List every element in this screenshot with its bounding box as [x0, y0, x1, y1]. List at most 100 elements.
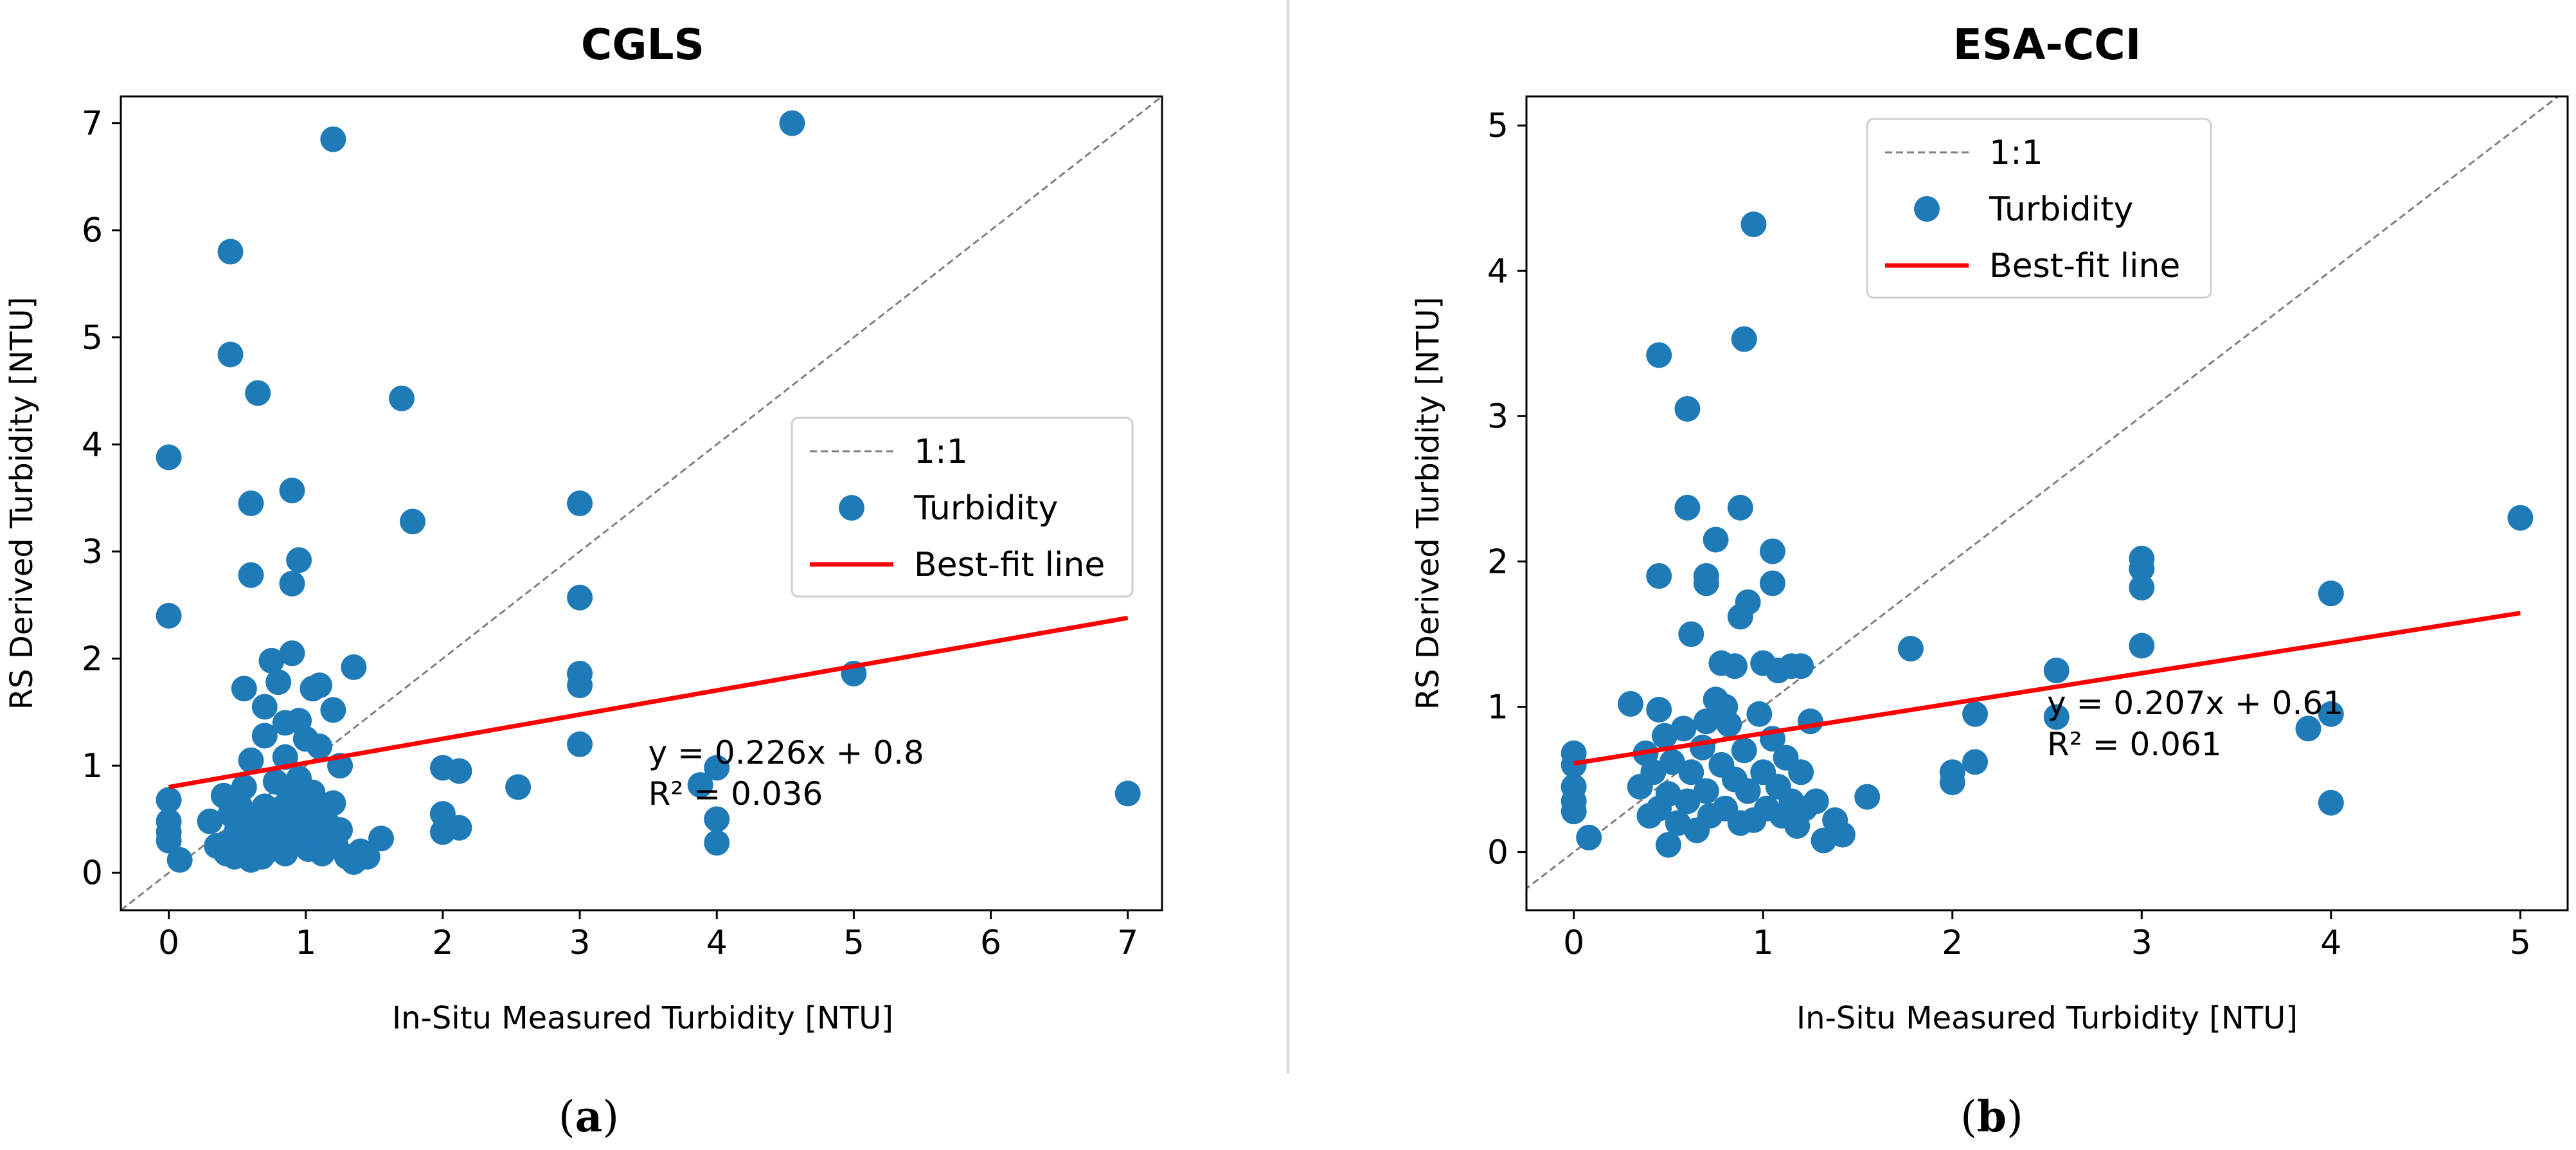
scatter-point [1678, 621, 1704, 647]
scatter-point [265, 669, 292, 696]
scatter-point [1561, 798, 1587, 825]
scatter-point [320, 790, 346, 816]
scatter-point [307, 672, 333, 699]
y-tick-label: 0 [82, 854, 103, 893]
x-tick-label: 2 [1942, 924, 1963, 962]
x-tick-label: 0 [158, 924, 179, 962]
scatter-point [2043, 704, 2070, 730]
legend: 1:1 Turbidity Best-fit line [1866, 118, 2212, 299]
scatter-point [1735, 778, 1761, 804]
x-tick-label: 0 [1563, 924, 1584, 962]
scatter-point [1703, 526, 1729, 553]
scatter-point [567, 490, 593, 516]
scatter-point [1674, 396, 1701, 422]
scatter-point [341, 654, 367, 680]
chart-title: CGLS [581, 20, 704, 69]
legend-label: Turbidity [913, 489, 1058, 528]
scatter-point [1646, 563, 1672, 589]
scatter-point [1114, 780, 1141, 807]
scatter-point [1740, 211, 1767, 237]
fit-equation: y = 0.226x + 0.8 [648, 734, 924, 771]
scatter-point [1561, 751, 1587, 778]
scatter-point [300, 779, 326, 805]
x-tick-label: 3 [2131, 924, 2152, 962]
scatter-point [258, 647, 285, 674]
scatter-point [166, 847, 193, 873]
scatter-point [505, 774, 532, 800]
y-tick-label: 6 [82, 211, 103, 250]
y-axis-label: RS Derived Turbidity [NTU] [4, 297, 40, 710]
scatter-point [1646, 697, 1672, 723]
scatter-point [368, 825, 394, 852]
scatter-point [779, 110, 805, 136]
legend-turbidity-swatch [839, 495, 864, 521]
scatter-point [1722, 653, 1748, 679]
chart-panel-b: ESA-CCI 0 1 2 3 4 5 0 1 2 3 4 5 In-Situ Measured Turb… [1410, 20, 2569, 1142]
scatter-point [156, 444, 182, 471]
scatter-point [156, 787, 182, 813]
scatter-point [1693, 570, 1719, 597]
fit-equation: y = 0.207x + 0.61 [2047, 685, 2343, 722]
scatter-point [217, 341, 244, 368]
x-tick-label: 4 [2320, 924, 2341, 962]
axes-frame [120, 95, 1163, 912]
y-tick-label: 3 [1487, 397, 1508, 436]
scatter-point [307, 733, 333, 760]
legend-box [791, 417, 1134, 598]
legend-box [1866, 118, 2212, 299]
scatter-point [1731, 737, 1757, 764]
scatter-point [320, 697, 346, 723]
scatter-point [245, 380, 271, 406]
x-tick-label: 1 [1753, 924, 1774, 962]
scatter-point [231, 676, 257, 702]
panel-caption: (b) [1960, 1092, 2023, 1142]
scatter-point [320, 126, 346, 152]
scatter-point [1788, 759, 1814, 786]
scatter-point [1788, 653, 1814, 679]
scatter-point [1618, 690, 1643, 717]
plot-area [121, 96, 1162, 910]
x-axis-label: In-Situ Measured Turbidity [NTU] [392, 1000, 893, 1036]
scatter-point [1670, 715, 1697, 742]
scatter-point [2129, 555, 2155, 582]
x-tick-label: 5 [2510, 924, 2531, 962]
legend-turbidity-swatch [1914, 196, 1940, 222]
scatter-point [1727, 494, 1753, 521]
scatter-point [279, 478, 305, 504]
scatter-point [231, 774, 257, 800]
y-tick-label: 4 [82, 426, 103, 464]
scatter-point [197, 808, 223, 834]
y-tick-label: 4 [1487, 252, 1508, 291]
scatter-point [1803, 788, 1829, 814]
scatter-point [279, 570, 305, 597]
chart-title: ESA-CCI [1953, 20, 2142, 69]
scatter-point [1678, 759, 1704, 786]
scatter-point [1674, 494, 1701, 521]
fit-r-squared: R² = 0.036 [648, 775, 823, 813]
scatter-point [1693, 708, 1719, 735]
legend-label: Best-fit line [914, 546, 1105, 584]
legend: 1:1 Turbidity Best-fit line [791, 417, 1134, 598]
scatter-point [1655, 832, 1681, 858]
x-tick-label: 3 [569, 924, 591, 962]
scatter-point [704, 830, 730, 856]
x-tick-label: 6 [980, 924, 1001, 962]
y-tick-label: 5 [82, 319, 103, 357]
best-fit-line [168, 615, 1129, 789]
scatter-point [1746, 701, 1773, 727]
scatter-point [1646, 342, 1672, 368]
scatter-point [238, 562, 264, 588]
panel-caption: (a) [559, 1092, 619, 1142]
scatter-point [446, 758, 472, 784]
scatter-point [2318, 580, 2344, 607]
scatter-point [400, 508, 426, 535]
legend-label: 1:1 [1989, 134, 2043, 172]
scatter-point [156, 602, 182, 629]
scatter-point [238, 747, 264, 773]
scatter-point [1689, 734, 1715, 760]
scatter-point [238, 490, 264, 516]
x-tick-label: 1 [295, 924, 316, 962]
y-tick-label: 2 [82, 640, 103, 679]
y-tick-label: 1 [1487, 688, 1508, 727]
scatter-point [2318, 789, 2344, 816]
